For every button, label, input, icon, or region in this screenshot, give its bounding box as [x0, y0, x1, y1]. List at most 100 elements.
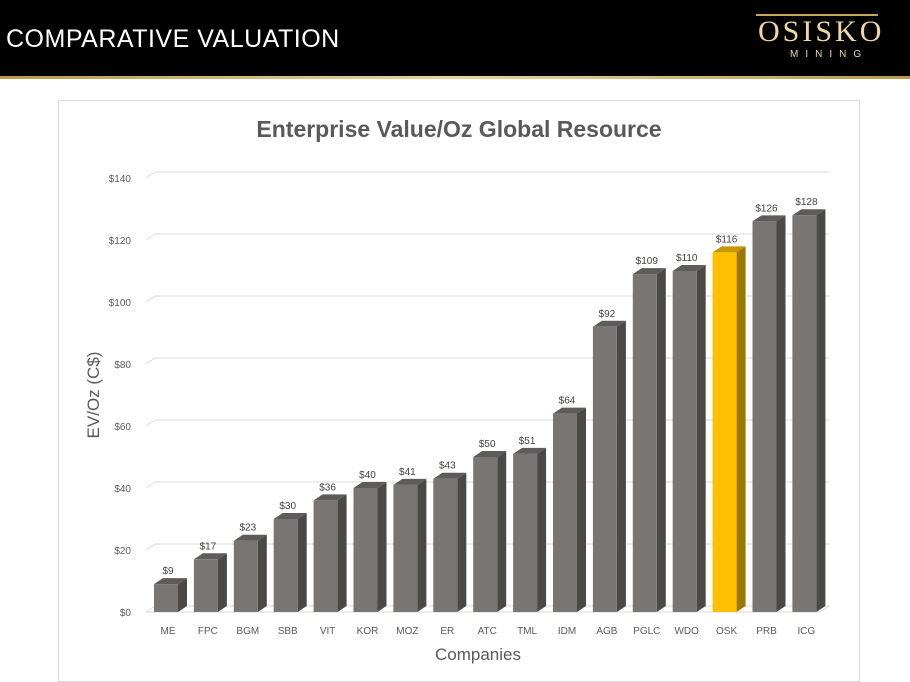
bar-side-vit [337, 494, 347, 612]
bar-me [154, 584, 178, 612]
y-tick-label: $0 [120, 608, 132, 619]
y-tick-label: $40 [114, 484, 131, 495]
bar-side-idm [577, 407, 586, 612]
x-tick-label-vit: VIT [320, 626, 336, 637]
x-tick-label-osk: OSK [716, 626, 737, 637]
gridline-side [145, 171, 156, 179]
bar-top-vit [313, 494, 347, 501]
bar-sbb [273, 519, 298, 612]
x-tick-label-prb: PRB [756, 626, 777, 637]
bar-top-kor [353, 482, 387, 488]
bar-agb [592, 326, 617, 612]
y-tick-label: $100 [109, 298, 132, 309]
bar-side-moz [417, 478, 427, 612]
data-label-icg: $128 [795, 197, 818, 208]
bar-atc [473, 457, 498, 612]
bar-fpc [193, 559, 218, 612]
bar-top-er [433, 472, 467, 479]
y-tick-label: $20 [114, 546, 131, 557]
data-label-pglc: $109 [636, 256, 659, 267]
bar-prb [752, 221, 777, 612]
logo-subtitle: MINING [790, 49, 869, 60]
logo-wordmark: OSISKO [758, 15, 885, 48]
bar-top-osk [712, 246, 746, 253]
bar-top-wdo [672, 265, 706, 271]
bar-er [433, 478, 458, 612]
bar-side-osk [736, 246, 746, 612]
bar-side-me [178, 578, 187, 612]
chart-title: Enterprise Value/Oz Global Resource [256, 116, 661, 142]
bar-wdo [672, 271, 697, 612]
data-label-me: $9 [162, 566, 174, 577]
x-tick-label-kor: KOR [357, 626, 379, 637]
bar-side-agb [616, 320, 626, 612]
bar-chart: Enterprise Value/Oz Global Resource $0 $20… [84, 116, 830, 664]
data-label-osk: $116 [716, 234, 738, 245]
bar-top-me [154, 578, 187, 585]
bar-top-pglc [632, 268, 666, 275]
gridline-side [145, 295, 156, 303]
x-tick-label-icg: ICG [798, 626, 816, 637]
bar-idm [553, 413, 577, 612]
x-tick-label-moz: MOZ [396, 626, 418, 637]
chart-frame: Enterprise Value/Oz Global Resource $0 $20… [58, 100, 860, 682]
bar-side-bgm [257, 534, 267, 612]
gridline-side [145, 605, 156, 613]
gridline-side [145, 481, 156, 489]
x-tick-label-wdo: WDO [674, 626, 699, 637]
bar-vit [313, 500, 338, 612]
osisko-logo: OSISKO MINING [748, 4, 908, 68]
data-label-fpc: $17 [200, 541, 217, 552]
data-label-tml: $51 [519, 436, 536, 447]
data-label-agb: $92 [599, 309, 616, 320]
x-tick-label-bgm: BGM [236, 626, 259, 637]
data-label-vit: $36 [319, 482, 336, 493]
bar-pglc [632, 274, 657, 612]
bar-top-bgm [233, 534, 267, 541]
bar-tml [513, 453, 538, 612]
y-tick-label: $120 [109, 236, 132, 247]
x-tick-label-pglc: PGLC [633, 626, 660, 637]
x-tick-label-idm: IDM [558, 626, 576, 637]
slide-title: COMPARATIVE VALUATION [6, 25, 340, 53]
x-tick-label-tml: TML [517, 626, 537, 637]
bar-top-tml [513, 447, 547, 454]
y-tick-label: $60 [114, 422, 131, 433]
bar-side-sbb [297, 513, 307, 612]
data-label-bgm: $23 [239, 523, 256, 534]
bar-top-agb [592, 320, 626, 327]
gridline-side [145, 543, 156, 551]
x-tick-label-atc: ATC [478, 626, 497, 637]
data-label-sbb: $30 [279, 501, 296, 512]
data-label-prb: $126 [755, 203, 778, 214]
bar-kor [353, 488, 378, 612]
bar-side-wdo [696, 265, 706, 612]
bar-top-sbb [273, 513, 307, 519]
bar-side-er [457, 472, 467, 612]
bar-top-fpc [193, 553, 227, 560]
bar-side-fpc [217, 553, 227, 612]
y-tick-label: $140 [109, 174, 132, 185]
x-tick-label-me: ME [161, 626, 176, 637]
data-label-idm: $64 [559, 396, 576, 407]
bar-osk [712, 252, 737, 612]
x-tick-label-er: ER [440, 626, 454, 637]
bar-bgm [233, 540, 258, 612]
bar-side-kor [377, 482, 387, 612]
bar-moz [393, 484, 418, 612]
header-gold-rule [0, 76, 910, 79]
logo-rule [756, 14, 878, 46]
bar-side-atc [497, 451, 507, 612]
floor-edge-side [820, 605, 830, 613]
gridline-side [145, 357, 156, 365]
bar-icg [792, 215, 817, 612]
bar-top-moz [393, 478, 427, 485]
bar-side-prb [776, 215, 786, 612]
bar-side-pglc [656, 268, 666, 612]
data-label-kor: $40 [359, 470, 376, 481]
bar-top-prb [752, 215, 786, 222]
y-axis-title: EV/Oz (C$) [84, 352, 103, 439]
gridline-side [145, 233, 156, 241]
x-tick-label-sbb: SBB [278, 626, 298, 637]
y-tick-label: $80 [114, 360, 131, 371]
